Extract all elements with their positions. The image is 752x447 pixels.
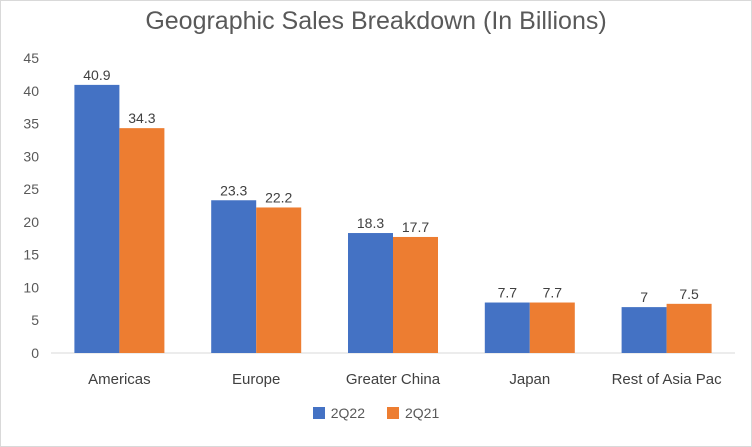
data-label-2q22-americas: 40.9 xyxy=(83,67,110,83)
legend-item-2q21: 2Q21 xyxy=(387,405,439,421)
data-label-2q22-rest-of-asia-pac: 7 xyxy=(640,289,648,305)
data-label-2q21-greater-china: 17.7 xyxy=(402,219,429,235)
bar-2q22-greater-china xyxy=(348,233,393,353)
bar-2q22-rest-of-asia-pac xyxy=(621,307,667,353)
y-tick-label: 30 xyxy=(23,148,39,164)
bar-2q22-americas xyxy=(74,84,120,353)
data-label-2q21-europe: 22.2 xyxy=(265,189,292,205)
data-label-2q22-japan: 7.7 xyxy=(498,285,518,301)
y-tick-label: 35 xyxy=(23,116,39,132)
bar-2q21-greater-china xyxy=(393,236,438,353)
data-label-2q21-americas: 34.3 xyxy=(128,110,155,126)
bar-2q21-rest-of-asia-pac xyxy=(666,303,712,353)
data-label-2q21-japan: 7.7 xyxy=(543,285,563,301)
bar-2q21-europe xyxy=(256,207,302,353)
x-tick-label-greater-china: Greater China xyxy=(346,371,441,388)
y-tick-label: 20 xyxy=(23,214,39,230)
y-tick-label: 25 xyxy=(23,181,39,197)
bar-2q21-americas xyxy=(119,128,165,353)
x-tick-label-americas: Americas xyxy=(88,371,151,388)
legend: 2Q22 2Q21 xyxy=(1,405,751,421)
legend-swatch-2q21 xyxy=(387,407,399,419)
bar-2q22-japan xyxy=(484,302,530,353)
y-tick-label: 5 xyxy=(31,312,39,328)
data-label-2q22-europe: 23.3 xyxy=(220,182,247,198)
y-tick-label: 10 xyxy=(23,279,39,295)
data-label-2q22-greater-china: 18.3 xyxy=(357,215,384,231)
legend-label-2q21: 2Q21 xyxy=(405,405,440,421)
chart-title: Geographic Sales Breakdown (In Billions) xyxy=(145,7,607,35)
y-tick-label: 0 xyxy=(31,345,39,361)
data-label-2q21-rest-of-asia-pac: 7.5 xyxy=(679,286,699,302)
x-tick-label-rest-of-asia-pac: Rest of Asia Pac xyxy=(612,371,723,388)
bar-chart: 0 5 10 15 20 25 30 35 40 45 40.9 34.3 Americas 23.3 22… xyxy=(23,50,735,388)
legend-label-2q22: 2Q22 xyxy=(330,405,365,421)
y-tick-label: 40 xyxy=(23,83,39,99)
y-tick-label: 15 xyxy=(23,247,39,263)
y-tick-label: 45 xyxy=(23,50,39,66)
bar-2q22-europe xyxy=(211,200,257,353)
x-tick-label-japan: Japan xyxy=(509,371,550,388)
x-tick-label-europe: Europe xyxy=(232,371,280,388)
bar-2q21-japan xyxy=(529,302,575,353)
legend-swatch-2q22 xyxy=(312,407,325,419)
legend-item-2q22: 2Q22 xyxy=(312,405,365,421)
